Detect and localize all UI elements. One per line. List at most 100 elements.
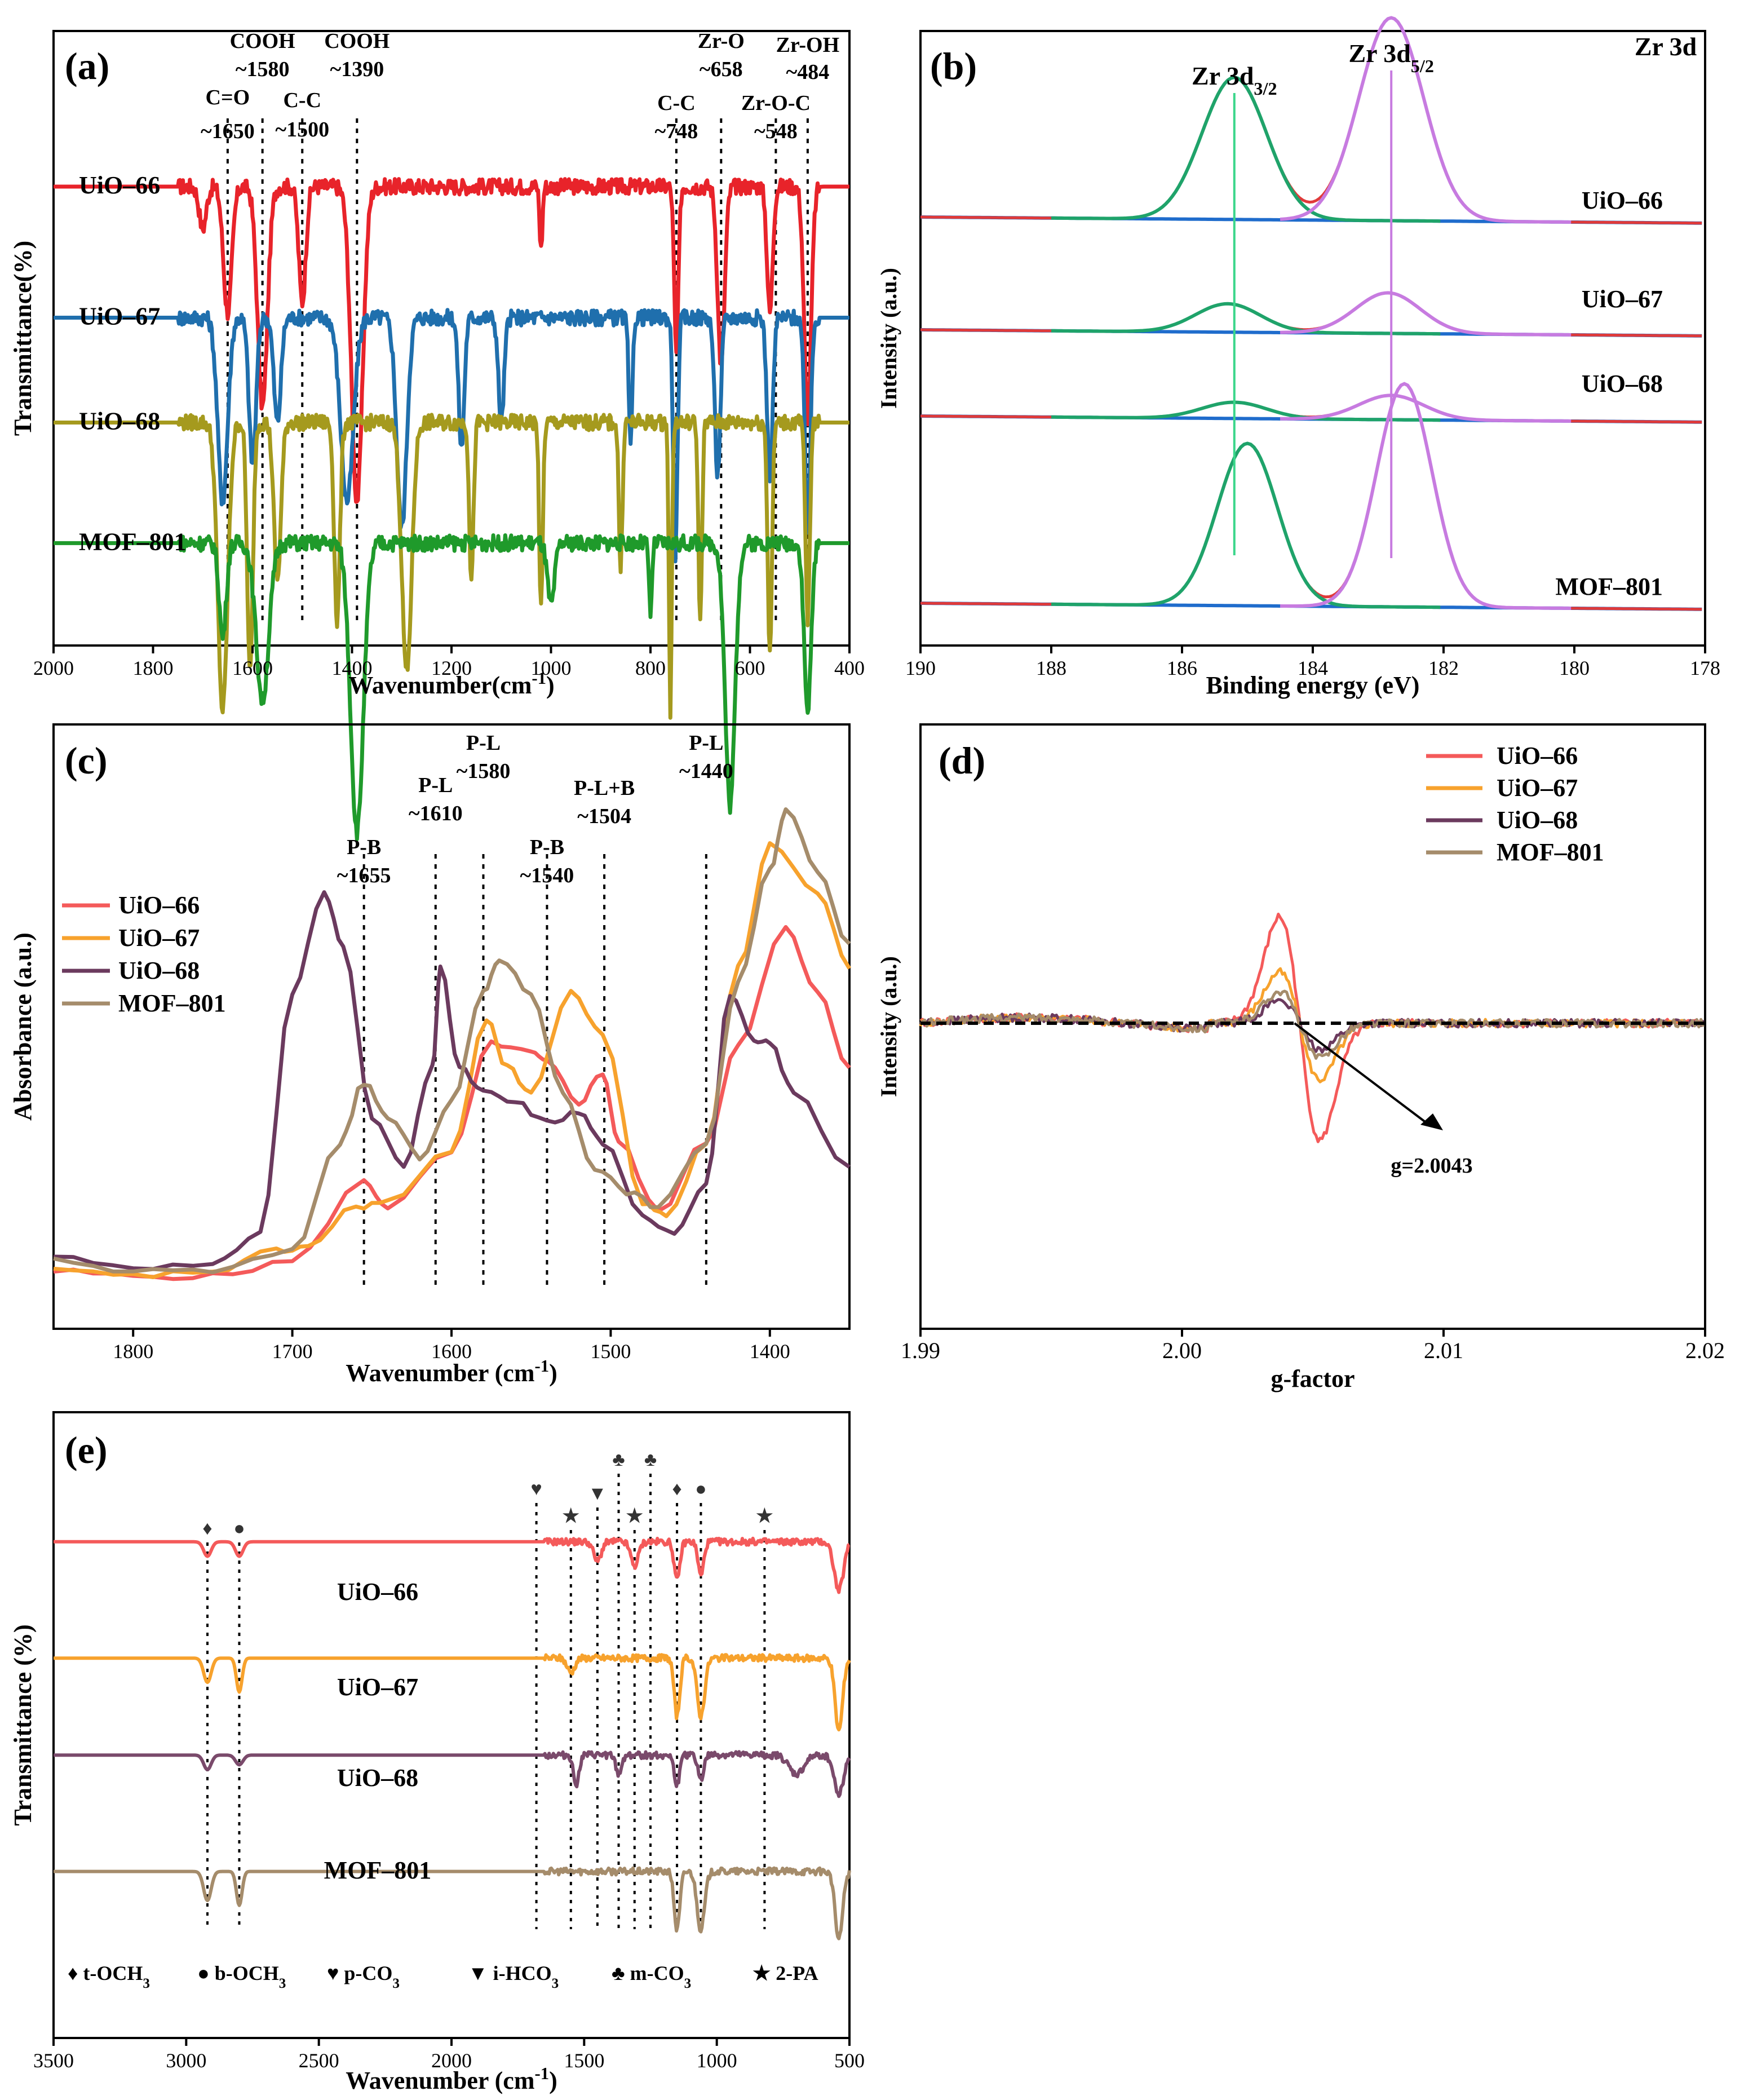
annotation-text: g=2.0043 [1391,1154,1472,1178]
series-label: MOF–801 [79,528,187,555]
legend-label: UiO–68 [118,957,200,984]
marker-symbol: ★ [563,1506,579,1527]
x-axis-label: Wavenumber (cm-1) [346,2064,557,2094]
series-line [52,1750,851,1798]
peak-label: Zr-O-C [741,91,811,115]
panel-label: (e) [65,1429,107,1471]
x-tick-label: 1000 [531,657,572,679]
panel-c: (c)P-B~1655P-L~1610P-L~1580P-B~1540P-L+B… [9,723,852,1387]
peak-label: ~548 [754,120,798,143]
peak-label: ~1580 [236,58,290,81]
legend-label: UiO–67 [118,924,200,952]
series-label: UiO–67 [79,303,160,330]
peak-label: P-L [418,773,453,797]
chart-title: Zr 3d [1635,32,1697,61]
x-tick-label: 2500 [299,2049,339,2072]
x-tick-label: 1200 [431,657,472,679]
peak-label: ~1440 [679,759,733,783]
plot-frame [919,723,1706,1330]
series-line [52,533,851,842]
fit-peak-3d32 [1051,400,1441,422]
x-axis-label: Wavenumber (cm-1) [346,1356,557,1387]
x-tick-label: 2.02 [1685,1338,1725,1363]
peak-label: ~1504 [577,804,631,828]
fit-peak-3d52 [1280,382,1572,610]
x-axis-label: Binding energy (eV) [1206,671,1420,699]
peak-label: COOH [324,29,389,53]
x-tick-label: 1400 [332,657,373,679]
fit-peak-3d32 [1051,441,1441,609]
x-tick-label: 1600 [232,657,273,679]
marker-symbol: ▼ [588,1483,607,1504]
legend-label: MOF–801 [1497,838,1604,866]
panel-e: (e)♦ ●♥★▼♣★♣♦ ●★UiO–66UiO–67UiO–68MOF–801♦… [9,1411,865,2094]
legend-label: MOF–801 [118,989,226,1017]
legend-label: UiO–66 [1497,742,1578,770]
peak-label: ~1580 [457,759,511,783]
peak-label: Zr 3d3/2 [1192,61,1277,99]
marker-symbol: ★ [626,1506,643,1527]
fit-peak-3d52 [1280,16,1572,224]
legend-label: UiO–67 [1497,774,1578,802]
x-tick-label: 1600 [431,1340,472,1363]
peak-label: ~484 [786,60,829,84]
x-tick-label: 3000 [166,2049,206,2072]
panel-label: (b) [930,45,977,87]
marker-symbol: ★ [756,1506,773,1527]
fit-peak-3d32 [1051,302,1441,336]
peak-label: P-B [530,835,564,859]
panel-d: (d) UiO–66 UiO–67 UiO–68 MOF–801 g=2.0043 1.99… [876,723,1725,1392]
y-axis-label: Intensity (a.u.) [876,956,901,1097]
fit-peak-3d32 [1051,76,1441,223]
legend-label: UiO–66 [118,891,200,919]
x-tick-label: 500 [834,2049,865,2072]
x-tick-label: 1400 [750,1340,790,1363]
series-label: UiO–68 [79,408,160,435]
peak-label: C=O [206,86,250,109]
x-tick-label: 800 [635,657,666,679]
marker-symbol: ♦ [672,1479,681,1500]
series-label: MOF–801 [324,1856,432,1884]
panel-label: (c) [65,739,107,782]
x-tick-label: 1800 [133,657,174,679]
fit-peak-3d52 [1280,291,1572,337]
x-tick-label: 2000 [431,2049,472,2072]
panel-a: (a) C=O ~1650 COOH ~1580 C-C ~1500 COOH ~1390 C-C… [9,29,865,842]
x-tick-label: 400 [834,657,865,679]
series-line [52,1653,851,1732]
x-tick-label: 190 [905,657,936,679]
x-tick-label: 180 [1559,657,1590,679]
panel-label: (a) [65,45,109,87]
panel-label: (d) [939,739,985,782]
x-tick-label: 2.00 [1162,1338,1202,1363]
fit-peak-3d52 [1280,394,1572,423]
x-tick-label: 184 [1298,657,1328,679]
peak-label: ~1610 [409,802,463,825]
series-label: UiO–67 [337,1673,418,1701]
peak-label: P-L+B [574,776,635,800]
series-label: UiO–66 [337,1578,418,1606]
x-tick-label: 1000 [697,2049,737,2072]
x-axis-label: g-factor [1271,1365,1355,1392]
legend-label: ● b-OCH3 [197,1962,286,1991]
peak-label: COOH [230,29,295,53]
peak-label: ~748 [655,120,698,143]
peak-label: Zr 3d5/2 [1348,39,1434,76]
x-tick-label: 600 [735,657,765,679]
legend-label: ♣ m-CO3 [612,1962,691,1991]
series-label: UiO–68 [337,1764,418,1792]
envelope-line [920,16,1702,225]
y-axis-label: Absorbance (a.u.) [9,932,37,1121]
plot-frame [52,1411,851,2039]
marker-symbol: ♣ [612,1449,625,1470]
legend-label: ♦ t-OCH3 [68,1962,150,1991]
annotation-arrow [1294,1022,1430,1126]
series-label: UiO–67 [1582,285,1663,313]
series-line [52,1866,851,1940]
x-tick-label: 1800 [113,1340,153,1363]
series-line [52,177,851,504]
x-tick-label: 1500 [564,2049,604,2072]
x-tick-label: 3500 [33,2049,74,2072]
x-tick-label: 178 [1690,657,1720,679]
peak-label: P-B [347,835,381,859]
